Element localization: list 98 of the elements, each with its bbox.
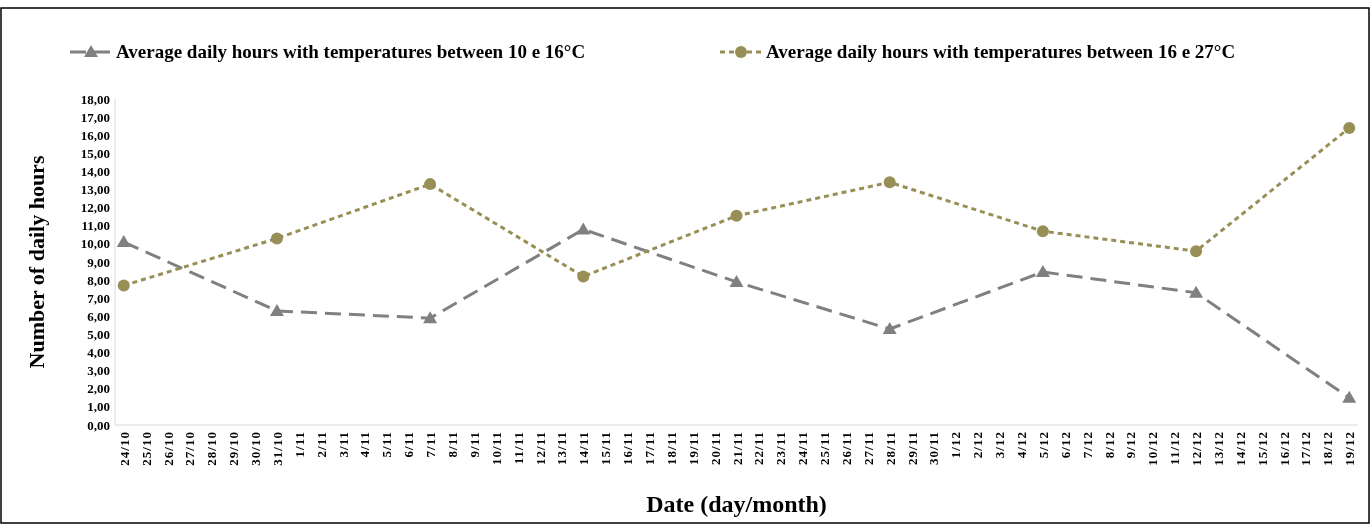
point — [576, 222, 591, 235]
y-tick-label: 14,00 — [80, 163, 110, 179]
x-tick-label: 30/10 — [248, 431, 264, 466]
x-tick-label: 25/10 — [138, 431, 154, 466]
y-tick-label: 1,00 — [87, 399, 110, 415]
x-tick-label: 13/12 — [1210, 431, 1226, 466]
point — [269, 303, 284, 316]
y-tick-label: 2,00 — [87, 381, 110, 397]
x-tick-label: 20/11 — [707, 431, 723, 465]
x-tick-label: 19/11 — [685, 431, 701, 465]
x-tick-label: 8/12 — [1101, 431, 1117, 459]
x-tick-label: 5/12 — [1035, 431, 1051, 459]
x-tick-label: 24/11 — [795, 431, 811, 465]
x-tick-label: 18/12 — [1320, 431, 1336, 466]
x-tick-label: 14/11 — [576, 431, 592, 465]
x-tick-label: 3/12 — [992, 431, 1008, 459]
point — [729, 274, 744, 287]
y-tick-label: 12,00 — [80, 200, 110, 216]
point — [1189, 285, 1204, 298]
x-tick-label: 24/10 — [116, 431, 132, 466]
x-tick-label: 17/12 — [1298, 431, 1314, 466]
x-tick-label: 26/11 — [838, 431, 854, 465]
x-tick-label: 25/11 — [817, 431, 833, 465]
x-tick-label: 7/11 — [423, 431, 439, 458]
x-tick-label: 23/11 — [773, 431, 789, 465]
x-tick-label: 29/11 — [904, 431, 920, 465]
x-tick-label: 4/11 — [357, 431, 373, 458]
point — [1190, 245, 1203, 258]
x-tick-label: 26/10 — [160, 431, 176, 466]
y-axis-title: Number of daily hours — [24, 155, 49, 369]
point — [730, 209, 743, 222]
y-tick-label: 3,00 — [87, 363, 110, 379]
x-tick-label: 11/12 — [1167, 431, 1183, 465]
point — [577, 270, 590, 283]
y-tick-label: 0,00 — [87, 417, 110, 433]
x-tick-label: 11/11 — [510, 431, 526, 465]
x-tick-label: 27/10 — [182, 431, 198, 466]
y-tick-label: 11,00 — [81, 218, 110, 234]
point — [1343, 121, 1356, 134]
y-tick-label: 4,00 — [87, 345, 110, 361]
x-tick-label: 15/12 — [1254, 431, 1270, 466]
point — [1342, 390, 1357, 403]
x-tick-label: 16/12 — [1276, 431, 1292, 466]
point — [424, 178, 437, 191]
point — [883, 176, 896, 189]
y-tick-label: 15,00 — [80, 145, 110, 161]
x-tick-label: 28/10 — [204, 431, 220, 466]
point — [423, 311, 438, 324]
x-tick-label: 16/11 — [620, 431, 636, 465]
point — [1036, 225, 1049, 238]
legend-label: Average daily hours with temperatures between 16 e 27°C — [766, 41, 1236, 62]
legend-label: Average daily hours with temperatures between 10 e 16°C — [116, 41, 586, 62]
y-tick-label: 16,00 — [80, 127, 110, 143]
x-axis-title: Date (day/month) — [646, 491, 827, 517]
y-tick-label: 10,00 — [80, 236, 110, 252]
x-tick-label: 28/11 — [882, 431, 898, 465]
x-tick-label: 1/11 — [291, 431, 307, 458]
x-tick-label: 31/10 — [269, 431, 285, 466]
y-tick-label: 7,00 — [87, 290, 110, 306]
x-tick-label: 12/11 — [532, 431, 548, 465]
x-tick-label: 9/11 — [466, 431, 482, 458]
x-tick-label: 5/11 — [379, 431, 395, 458]
y-tick-label: 5,00 — [87, 326, 110, 342]
x-tick-label: 1/12 — [948, 431, 964, 459]
x-tick-label: 13/11 — [554, 431, 570, 465]
x-tick-label: 22/11 — [751, 431, 767, 465]
x-tick-label: 3/11 — [335, 431, 351, 458]
x-tick-label: 29/10 — [226, 431, 242, 466]
y-tick-label: 13,00 — [80, 182, 110, 198]
x-tick-label: 14/12 — [1232, 431, 1248, 466]
x-tick-label: 6/11 — [401, 431, 417, 458]
x-tick-label: 12/12 — [1189, 431, 1205, 466]
x-tick-label: 8/11 — [445, 431, 461, 458]
x-tick-label: 9/12 — [1123, 431, 1139, 459]
x-tick-label: 2/11 — [313, 431, 329, 458]
point — [116, 235, 131, 248]
point — [1035, 264, 1050, 277]
x-tick-label: 30/11 — [926, 431, 942, 465]
x-tick-label: 15/11 — [598, 431, 614, 465]
x-tick-label: 27/11 — [860, 431, 876, 465]
x-tick-label: 18/11 — [663, 431, 679, 465]
x-tick-label: 19/12 — [1342, 431, 1358, 466]
x-tick-label: 6/12 — [1057, 431, 1073, 459]
x-tick-label: 10/11 — [488, 431, 504, 465]
y-tick-label: 9,00 — [87, 254, 110, 270]
x-tick-label: 17/11 — [641, 431, 657, 465]
x-tick-label: 2/12 — [970, 431, 986, 459]
x-tick-label: 4/12 — [1013, 431, 1029, 459]
y-tick-label: 6,00 — [87, 308, 110, 324]
point — [270, 232, 283, 245]
x-tick-label: 7/12 — [1079, 431, 1095, 459]
y-tick-label: 17,00 — [80, 109, 110, 125]
point — [117, 279, 130, 292]
y-tick-label: 18,00 — [80, 91, 110, 107]
y-tick-label: 8,00 — [87, 272, 110, 288]
point — [882, 322, 897, 335]
x-tick-label: 10/12 — [1145, 431, 1161, 466]
x-tick-label: 21/11 — [729, 431, 745, 465]
